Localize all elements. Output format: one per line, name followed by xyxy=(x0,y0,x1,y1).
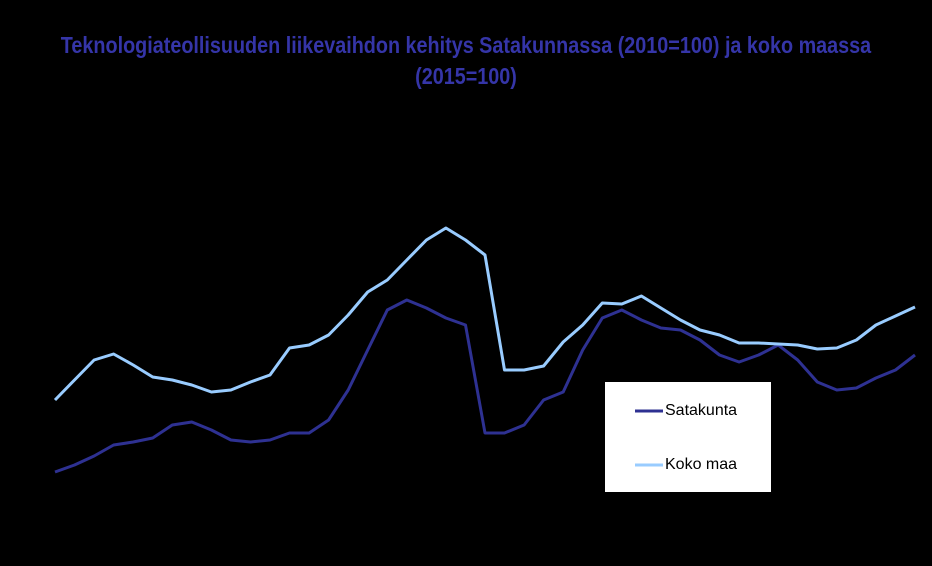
legend-label: Satakunta xyxy=(665,402,737,419)
legend-label: Koko maa xyxy=(665,456,737,473)
data-line xyxy=(54,298,916,474)
legend-box xyxy=(605,382,771,492)
chart-title: Teknologiateollisuuden liikevaihdon kehi… xyxy=(60,32,872,89)
data-line xyxy=(53,226,916,402)
